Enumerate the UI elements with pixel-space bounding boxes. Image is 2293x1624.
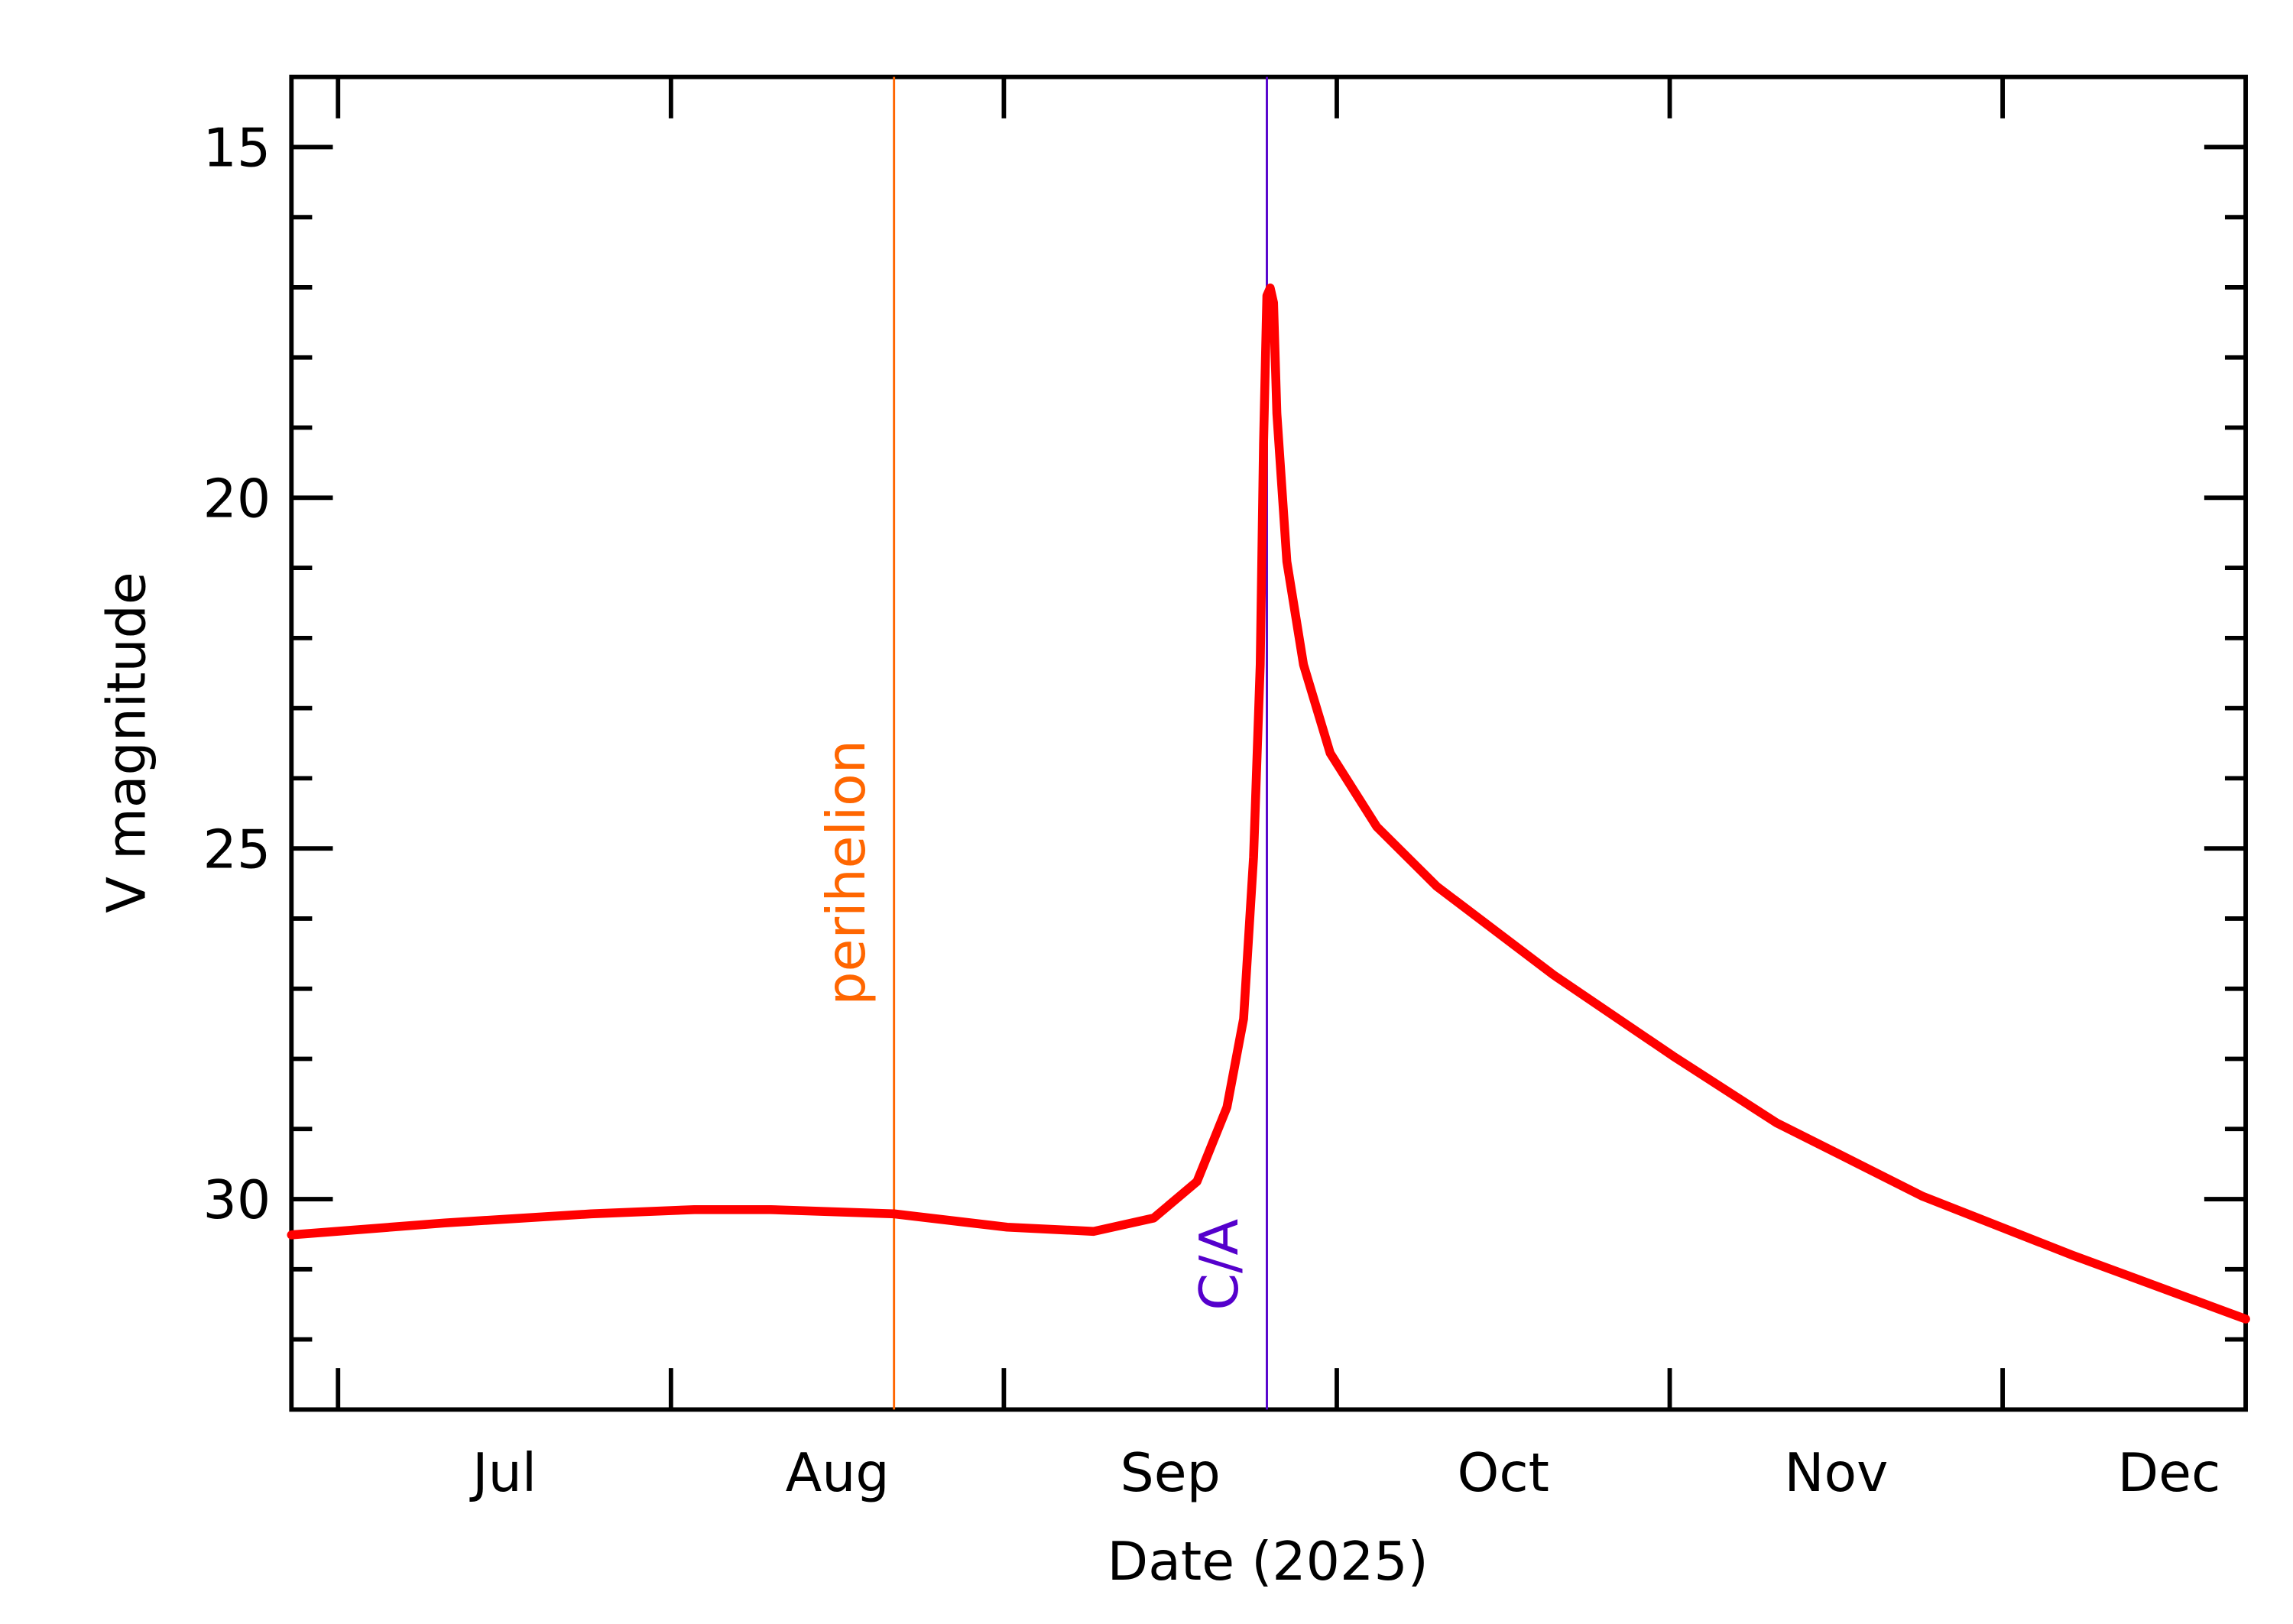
x-tick-label: Nov <box>1784 1442 1888 1504</box>
x-tick-label: Oct <box>1458 1442 1549 1504</box>
y-tick-label: 25 <box>203 818 271 880</box>
x-tick-label: Jul <box>469 1442 537 1504</box>
y-axis-label: V magnitude <box>96 572 158 913</box>
y-tick-label: 20 <box>203 468 271 530</box>
event-label: C/A <box>1189 1218 1250 1310</box>
y-tick-label: 15 <box>203 118 271 180</box>
y-tick-label: 30 <box>203 1169 271 1231</box>
x-tick-label: Sep <box>1121 1442 1221 1504</box>
x-axis-label: Date (2025) <box>1108 1531 1429 1593</box>
x-tick-label: Aug <box>786 1442 890 1504</box>
x-tick-label: Dec <box>2117 1442 2220 1504</box>
event-label: perihelion <box>816 740 877 1006</box>
plot-frame <box>289 74 2248 1412</box>
data-line <box>287 284 2250 1324</box>
